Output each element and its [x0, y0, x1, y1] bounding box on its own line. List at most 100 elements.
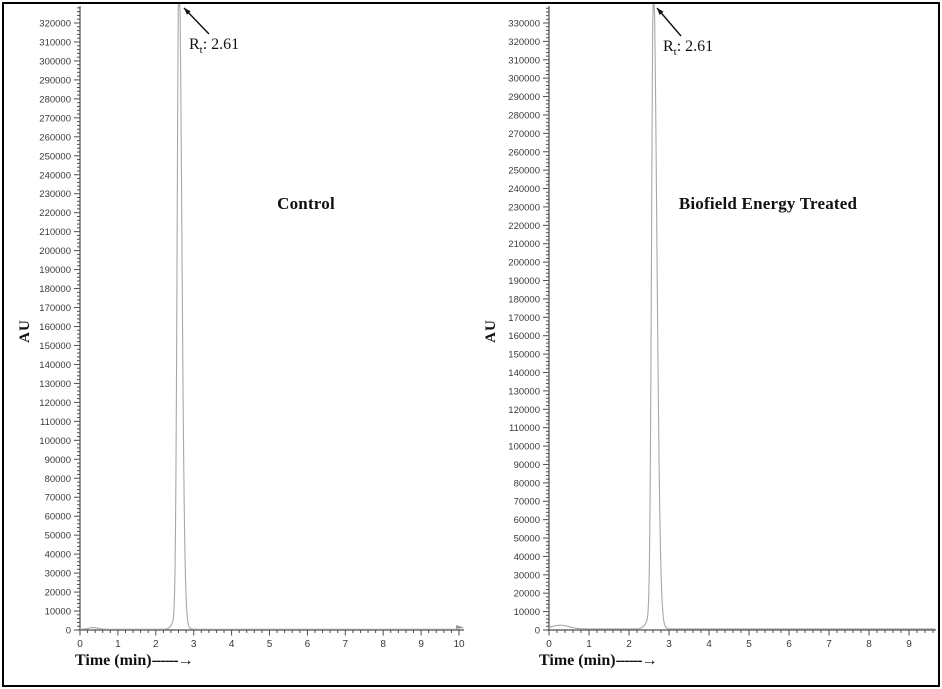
y-tick-label: 70000 [45, 493, 71, 504]
y-tick-label: 70000 [514, 497, 540, 508]
y-tick-label: 30000 [45, 569, 71, 580]
y-tick-label: 10000 [45, 607, 71, 618]
y-tick-label: 250000 [508, 166, 540, 177]
y-tick-label: 130000 [39, 379, 71, 390]
y-tick-label: 290000 [39, 75, 71, 86]
rt-annotation-arrow [656, 7, 682, 37]
y-tick-label: 150000 [508, 350, 540, 361]
y-tick-label: 210000 [508, 239, 540, 250]
x-tick-label: 9 [418, 639, 424, 650]
x-tick-label: 3 [191, 639, 197, 650]
panel-title-biofield: Biofield Energy Treated [678, 194, 858, 213]
y-tick-label: 270000 [508, 129, 540, 140]
x-tick-label: 7 [343, 639, 349, 650]
y-tick-label: 140000 [39, 360, 71, 371]
x-tick-label: 6 [305, 639, 311, 650]
y-tick-label: 300000 [39, 56, 71, 67]
axes [78, 6, 464, 631]
retention-time-annotation-right: Rt: 2.61 [663, 38, 713, 58]
y-tick-label: 310000 [39, 37, 71, 48]
x-axis-ticks: 0 1 2 3 4 5 6 7 8 9 [546, 630, 934, 650]
y-tick-label: 140000 [508, 368, 540, 379]
rt-subscript: t [199, 44, 203, 57]
x-tick-label: 4 [229, 639, 235, 650]
x-axis-end-arrow-icon [456, 625, 464, 629]
chromatogram-panel-1: 0 10000 20000 30000 40000 50000 60000 70000 8000… [508, 3, 936, 650]
y-tick-label: 90000 [45, 455, 71, 466]
arrowhead-icon [184, 8, 191, 15]
y-tick-label: 50000 [514, 534, 540, 545]
y-axis-ticks: 0 10000 20000 30000 40000 50000 60000 70000 8000… [39, 7, 80, 637]
y-tick-label: 60000 [45, 512, 71, 523]
x-tick-label: 1 [586, 639, 592, 650]
rt-value: : 2.61 [676, 38, 714, 55]
y-tick-label: 320000 [39, 19, 71, 30]
y-tick-label: 180000 [508, 294, 540, 305]
y-tick-label: 170000 [39, 303, 71, 314]
x-tick-label: 0 [77, 639, 83, 650]
y-tick-label: 60000 [514, 515, 540, 526]
y-tick-label: 300000 [508, 74, 540, 85]
x-tick-label: 2 [626, 639, 632, 650]
x-axis-label-text: Time (min) [75, 652, 152, 669]
x-tick-label: 10 [453, 639, 465, 650]
y-tick-label: 30000 [514, 570, 540, 581]
y-tick-label: 280000 [39, 94, 71, 105]
y-tick-label: 220000 [39, 208, 71, 219]
y-tick-label: 230000 [508, 202, 540, 213]
y-tick-label: 260000 [508, 147, 540, 158]
y-tick-label: 280000 [508, 110, 540, 121]
x-axis-label-arrow: ------→ [151, 652, 194, 669]
rt-subscript: t [673, 46, 677, 59]
x-tick-label: 5 [267, 639, 273, 650]
y-tick-label: 120000 [508, 405, 540, 416]
y-tick-label: 10000 [514, 607, 540, 618]
x-axis-label-text: Time (min) [539, 652, 616, 669]
retention-time-annotation-left: Rt: 2.61 [189, 36, 239, 56]
rt-base: R [663, 38, 674, 55]
y-tick-label: 20000 [45, 588, 71, 599]
y-tick-label: 80000 [45, 474, 71, 485]
y-tick-label: 160000 [508, 331, 540, 342]
y-tick-label: 180000 [39, 284, 71, 295]
y-tick-label: 210000 [39, 227, 71, 238]
y-tick-label: 190000 [508, 276, 540, 287]
y-axis-label-right: AU [483, 319, 499, 343]
x-tick-label: 8 [380, 639, 386, 650]
rt-base: R [189, 36, 200, 53]
y-tick-label: 240000 [508, 184, 540, 195]
axes [547, 6, 936, 631]
arrowhead-icon [657, 8, 664, 15]
y-tick-label: 0 [535, 626, 540, 637]
x-tick-label: 5 [746, 639, 752, 650]
y-tick-label: 150000 [39, 341, 71, 352]
y-tick-label: 330000 [508, 19, 540, 30]
y-tick-label: 170000 [508, 313, 540, 324]
x-tick-label: 2 [153, 639, 159, 650]
y-tick-label: 320000 [508, 37, 540, 48]
y-tick-label: 270000 [39, 113, 71, 124]
y-tick-label: 250000 [39, 151, 71, 162]
y-tick-label: 230000 [39, 189, 71, 200]
y-tick-label: 220000 [508, 221, 540, 232]
chromatogram-panel-0: 0 10000 20000 30000 40000 50000 60000 70000 8000… [39, 3, 465, 650]
y-tick-label: 20000 [514, 589, 540, 600]
x-tick-label: 3 [666, 639, 672, 650]
y-tick-label: 120000 [39, 398, 71, 409]
y-tick-label: 260000 [39, 132, 71, 143]
y-tick-label: 200000 [508, 258, 540, 269]
y-axis-label-left: AU [17, 319, 33, 343]
y-tick-label: 240000 [39, 170, 71, 181]
x-tick-label: 7 [826, 639, 832, 650]
y-tick-label: 160000 [39, 322, 71, 333]
y-tick-label: 40000 [45, 550, 71, 561]
x-axis-label-left: Time (min)------→ [75, 652, 194, 670]
x-axis-label-right: Time (min)------→ [539, 652, 658, 670]
y-tick-label: 50000 [45, 531, 71, 542]
x-axis-label-arrow: ------→ [615, 652, 658, 669]
y-tick-label: 0 [66, 626, 71, 637]
x-tick-label: 9 [906, 639, 912, 650]
y-tick-label: 90000 [514, 460, 540, 471]
y-tick-label: 290000 [508, 92, 540, 103]
